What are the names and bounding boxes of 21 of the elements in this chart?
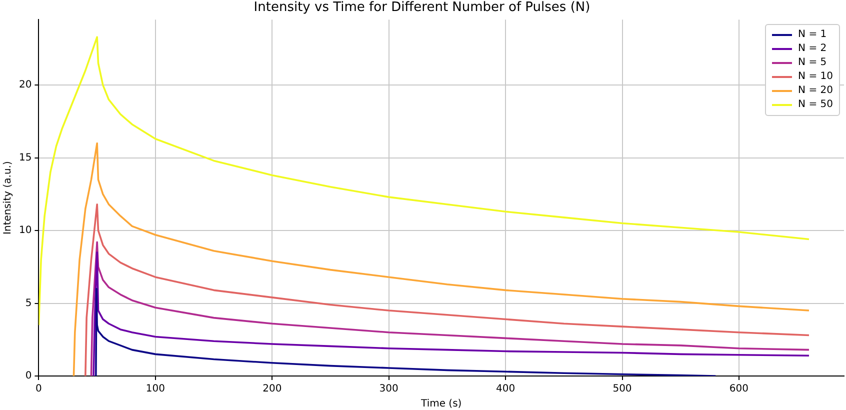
x-tick-label: 0 xyxy=(36,384,42,395)
legend-label: N = 20 xyxy=(798,84,833,98)
x-tick-label: 300 xyxy=(379,384,398,395)
x-tick-label: 100 xyxy=(146,384,165,395)
y-tick-label: 20 xyxy=(18,80,32,91)
legend-label: N = 50 xyxy=(798,98,833,112)
y-axis-title: Intensity (a.u.) xyxy=(2,161,14,234)
y-tick-label: 0 xyxy=(25,370,32,382)
x-tick-label: 600 xyxy=(729,384,749,395)
x-axis-title: Time (s) xyxy=(420,398,462,410)
legend-label: N = 2 xyxy=(798,42,827,56)
legend-label: N = 10 xyxy=(798,70,833,84)
legend-label: N = 1 xyxy=(798,28,827,42)
legend-label: N = 5 xyxy=(798,56,827,70)
x-tick-label: 400 xyxy=(496,384,516,395)
x-tick-label: 200 xyxy=(262,384,282,395)
y-tick-label: 15 xyxy=(18,152,32,164)
y-tick-label: 5 xyxy=(25,298,32,309)
x-tick-label: 500 xyxy=(612,384,632,395)
y-tick-label: 10 xyxy=(18,225,32,236)
chart-title: Intensity vs Time for Different Number of Pulses (N) xyxy=(254,0,590,16)
